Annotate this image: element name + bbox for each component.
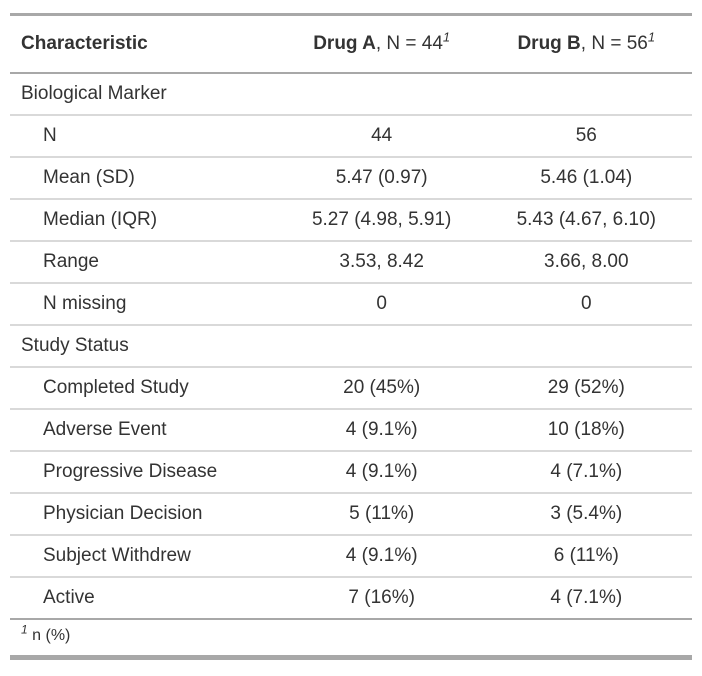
drug-b-value-cell xyxy=(481,73,692,115)
row-label-cell: Median (IQR) xyxy=(43,209,158,230)
drug-a-value-cell: 4 (9.1%) xyxy=(345,461,418,482)
footnote-mark: 1 xyxy=(21,622,28,637)
table-body: Biological Marker N 44 56 Mean (SD) 5.47… xyxy=(10,73,692,619)
row-label-cell: Physician Decision xyxy=(43,503,203,524)
column-header-drug-a: Drug A, N = 441 xyxy=(282,14,481,74)
table-container: Characteristic Drug A, N = 441 Drug B, N… xyxy=(10,13,692,660)
characteristic-label: Characteristic xyxy=(21,33,148,54)
drug-a-value-cell: 20 (45%) xyxy=(343,377,421,398)
data-row: Adverse Event 4 (9.1%) 10 (18%) xyxy=(10,409,692,451)
row-label-cell: Range xyxy=(43,251,99,272)
data-row: Range 3.53, 8.42 3.66, 8.00 xyxy=(10,241,692,283)
drug-b-value-cell: 29 (52%) xyxy=(547,377,625,398)
data-row: Physician Decision 5 (11%) 3 (5.4%) xyxy=(10,493,692,535)
drug-b-value-cell: 5.43 (4.67, 6.10) xyxy=(516,209,656,230)
drug-b-value-cell: 56 xyxy=(575,125,597,146)
drug-a-value-cell: 3.53, 8.42 xyxy=(339,251,424,272)
group-header-row: Study Status xyxy=(10,325,692,367)
footnote-mark: 1 xyxy=(647,29,656,45)
header-row: Characteristic Drug A, N = 441 Drug B, N… xyxy=(10,14,692,74)
data-row: Median (IQR) 5.27 (4.98, 5.91) 5.43 (4.6… xyxy=(10,199,692,241)
row-label-cell: Mean (SD) xyxy=(43,167,135,188)
row-label-cell: Completed Study xyxy=(43,377,189,398)
drug-a-value-cell xyxy=(283,325,481,367)
drug-b-n: , N = 56 xyxy=(580,33,648,54)
footnote-row: 1 n (%) xyxy=(10,618,692,658)
data-row: Subject Withdrew 4 (9.1%) 6 (11%) xyxy=(10,535,692,577)
drug-b-value-cell: 4 (7.1%) xyxy=(550,461,623,482)
drug-b-value-cell: 3 (5.4%) xyxy=(550,503,623,524)
data-row: N 44 56 xyxy=(10,115,692,157)
drug-a-value-cell: 4 (9.1%) xyxy=(345,419,418,440)
data-row: N missing 0 0 xyxy=(10,283,692,325)
drug-b-value-cell: 4 (7.1%) xyxy=(550,587,623,608)
drug-a-value-cell: 4 (9.1%) xyxy=(345,545,418,566)
drug-b-value-cell: 6 (11%) xyxy=(553,545,619,566)
drug-b-name: Drug B xyxy=(517,33,581,54)
table-footer: 1 n (%) xyxy=(10,618,692,658)
row-label-cell: Active xyxy=(43,587,95,608)
row-label-cell: Adverse Event xyxy=(43,419,167,440)
data-row: Progressive Disease 4 (9.1%) 4 (7.1%) xyxy=(10,451,692,493)
drug-a-n: , N = 44 xyxy=(375,33,443,54)
drug-b-value-cell xyxy=(481,325,692,367)
drug-a-value-cell: 5 (11%) xyxy=(349,503,415,524)
drug-b-value-cell: 10 (18%) xyxy=(547,419,625,440)
column-header-characteristic: Characteristic xyxy=(10,14,283,74)
summary-table: Characteristic Drug A, N = 441 Drug B, N… xyxy=(10,13,692,660)
group-header-row: Biological Marker xyxy=(10,73,692,115)
row-label-cell: Subject Withdrew xyxy=(43,545,191,566)
footnote-cell: 1 n (%) xyxy=(10,618,692,658)
drug-b-value-cell: 3.66, 8.00 xyxy=(544,251,629,272)
table-header: Characteristic Drug A, N = 441 Drug B, N… xyxy=(10,14,692,74)
row-label-cell: N missing xyxy=(43,293,127,314)
row-label-cell: Progressive Disease xyxy=(43,461,218,482)
data-row: Mean (SD) 5.47 (0.97) 5.46 (1.04) xyxy=(10,157,692,199)
drug-b-value-cell: 0 xyxy=(580,293,592,314)
footnote-mark: 1 xyxy=(442,29,451,45)
drug-a-value-cell: 5.47 (0.97) xyxy=(335,167,428,188)
drug-a-value-cell: 44 xyxy=(371,125,393,146)
drug-a-value-cell xyxy=(283,73,481,115)
drug-a-name: Drug A xyxy=(313,33,376,54)
row-label-cell: Study Status xyxy=(21,335,129,356)
data-row: Completed Study 20 (45%) 29 (52%) xyxy=(10,367,692,409)
row-label-cell: Biological Marker xyxy=(21,83,167,104)
drug-a-value-cell: 7 (16%) xyxy=(348,587,415,608)
drug-a-value-cell: 0 xyxy=(376,293,387,314)
data-row: Active 7 (16%) 4 (7.1%) xyxy=(10,577,692,619)
drug-a-value-cell: 5.27 (4.98, 5.91) xyxy=(311,209,452,230)
column-header-drug-b: Drug B, N = 561 xyxy=(480,14,692,74)
drug-b-value-cell: 5.46 (1.04) xyxy=(540,167,633,188)
row-label-cell: N xyxy=(43,125,57,146)
footnote-text: n (%) xyxy=(32,627,71,644)
